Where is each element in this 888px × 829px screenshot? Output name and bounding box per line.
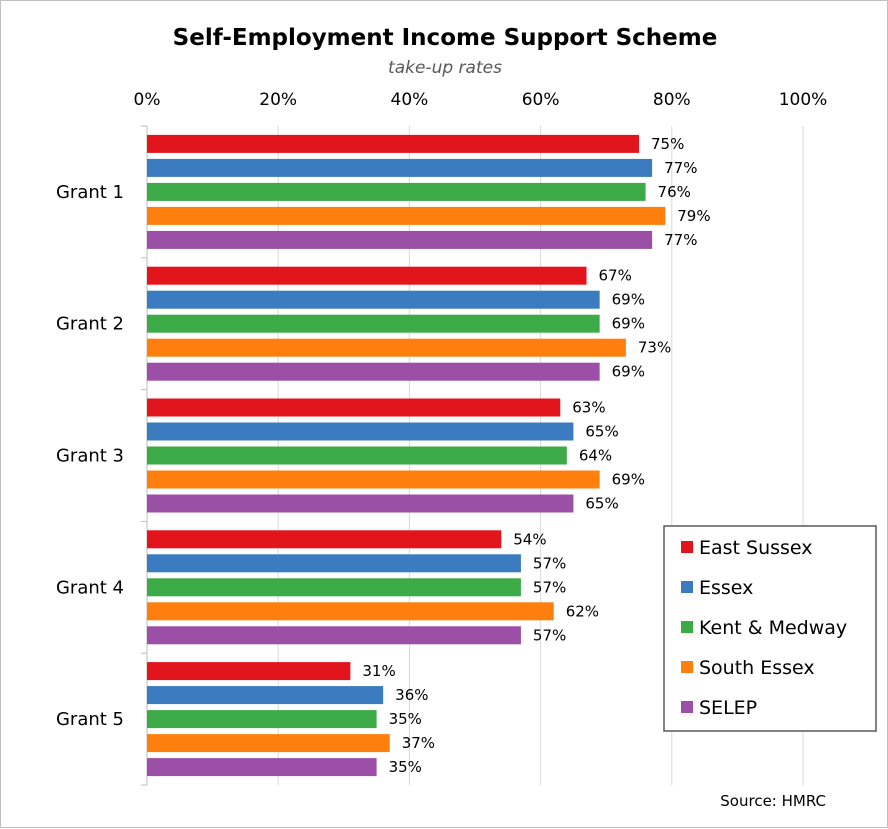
data-label: 65% bbox=[585, 495, 618, 513]
category-label: Grant 2 bbox=[56, 314, 124, 335]
chart-subtitle: take-up rates bbox=[388, 58, 502, 78]
data-label: 64% bbox=[579, 447, 612, 465]
bar bbox=[147, 362, 600, 381]
x-tick-label: 80% bbox=[653, 90, 691, 110]
source-note: Source: HMRC bbox=[720, 792, 826, 810]
data-label: 69% bbox=[612, 291, 645, 309]
bar bbox=[147, 422, 574, 441]
bar bbox=[147, 626, 521, 645]
data-label: 57% bbox=[533, 578, 566, 596]
legend-label: South Essex bbox=[699, 657, 815, 679]
bar bbox=[147, 206, 666, 225]
bar bbox=[147, 554, 521, 573]
category-label: Grant 5 bbox=[56, 709, 124, 730]
bar bbox=[147, 314, 600, 333]
data-labels: 75%77%76%79%77%67%69%69%73%69%63%65%64%6… bbox=[362, 135, 710, 776]
legend-swatch bbox=[681, 581, 693, 593]
data-label: 79% bbox=[677, 207, 710, 225]
legend-swatch bbox=[681, 541, 693, 553]
data-label: 76% bbox=[658, 183, 691, 201]
data-label: 77% bbox=[664, 231, 697, 249]
bar bbox=[147, 398, 561, 417]
bar bbox=[147, 662, 351, 681]
bar bbox=[147, 758, 377, 777]
bar bbox=[147, 266, 587, 285]
bar bbox=[147, 734, 390, 753]
data-label: 67% bbox=[599, 267, 632, 285]
data-label: 62% bbox=[566, 602, 599, 620]
bar bbox=[147, 686, 384, 705]
bar bbox=[147, 446, 567, 465]
legend-label: Essex bbox=[699, 577, 753, 599]
bar bbox=[147, 338, 626, 357]
legend-label: East Sussex bbox=[699, 537, 813, 559]
x-tick-label: 100% bbox=[779, 90, 828, 110]
legend-swatch bbox=[681, 701, 693, 713]
data-label: 65% bbox=[585, 423, 618, 441]
data-label: 36% bbox=[395, 686, 428, 704]
data-label: 35% bbox=[389, 710, 422, 728]
data-label: 69% bbox=[612, 363, 645, 381]
category-label: Grant 3 bbox=[56, 446, 124, 467]
data-label: 31% bbox=[362, 662, 395, 680]
bar bbox=[147, 158, 653, 177]
bar bbox=[147, 578, 521, 597]
bars bbox=[147, 134, 666, 777]
x-tick-label: 0% bbox=[134, 90, 161, 110]
data-label: 57% bbox=[533, 554, 566, 572]
x-axis-ticks: 0% 20% 40% 60% 80% 100% bbox=[134, 90, 828, 110]
bar bbox=[147, 494, 574, 513]
data-label: 75% bbox=[651, 135, 684, 153]
legend-swatch bbox=[681, 621, 693, 633]
legend-label: Kent & Medway bbox=[699, 617, 847, 639]
legend: East Sussex Essex Kent & Medway South Essex… bbox=[663, 525, 877, 732]
data-label: 37% bbox=[402, 734, 435, 752]
data-label: 73% bbox=[638, 339, 671, 357]
chart-title: Self-Employment Income Support Scheme bbox=[173, 25, 718, 51]
y-axis bbox=[141, 125, 148, 786]
bar bbox=[147, 470, 600, 489]
bar bbox=[147, 182, 646, 201]
category-labels: Grant 1 Grant 2 Grant 3 Grant 4 Grant 5 bbox=[56, 182, 124, 730]
data-label: 54% bbox=[513, 530, 546, 548]
data-label: 69% bbox=[612, 471, 645, 489]
data-label: 69% bbox=[612, 315, 645, 333]
x-tick-label: 40% bbox=[391, 90, 429, 110]
data-label: 63% bbox=[572, 399, 605, 417]
bar bbox=[147, 230, 653, 249]
category-label: Grant 1 bbox=[56, 182, 124, 203]
legend-swatch bbox=[681, 661, 693, 673]
bar bbox=[147, 602, 554, 621]
bar bbox=[147, 530, 502, 549]
bar bbox=[147, 134, 639, 153]
category-label: Grant 4 bbox=[56, 577, 124, 598]
data-label: 35% bbox=[389, 758, 422, 776]
x-tick-label: 60% bbox=[522, 90, 560, 110]
data-label: 77% bbox=[664, 159, 697, 177]
bar bbox=[147, 290, 600, 309]
bar bbox=[147, 710, 377, 729]
legend-label: SELEP bbox=[699, 697, 757, 719]
data-label: 57% bbox=[533, 626, 566, 644]
x-tick-label: 20% bbox=[259, 90, 297, 110]
legend-box bbox=[663, 525, 877, 732]
